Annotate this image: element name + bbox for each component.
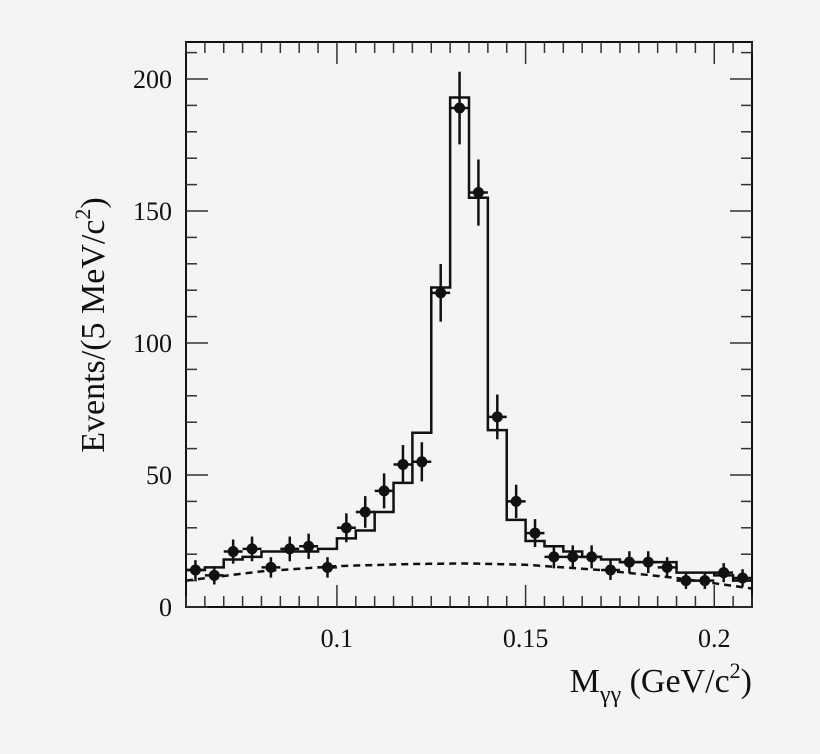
data-point xyxy=(435,287,447,299)
data-point xyxy=(378,485,390,497)
y-axis-label: Events/(5 MeV/c2) xyxy=(70,197,112,453)
data-point xyxy=(605,564,616,576)
data-point xyxy=(529,527,541,539)
data-point xyxy=(718,567,730,579)
background-curve xyxy=(185,562,753,590)
data-point xyxy=(642,556,654,568)
y-tick-label: 150 xyxy=(133,197,172,226)
fit-histogram xyxy=(186,96,752,582)
data-point xyxy=(567,551,579,563)
data-point xyxy=(359,506,371,518)
data-point xyxy=(491,411,503,423)
data-point xyxy=(586,551,598,563)
data-point xyxy=(680,575,692,587)
data-point xyxy=(416,456,428,468)
x-tick-label: 0.1 xyxy=(321,624,354,653)
data-point xyxy=(699,575,711,587)
y-tick-label: 50 xyxy=(146,461,172,490)
data-point xyxy=(322,561,333,573)
data-point xyxy=(265,561,277,573)
data-point xyxy=(623,556,635,568)
data-point xyxy=(189,564,201,576)
data-point xyxy=(208,569,220,581)
data-point xyxy=(472,187,484,199)
data-point xyxy=(227,546,239,558)
x-tick-label: 0.15 xyxy=(503,624,549,653)
y-tick-label: 100 xyxy=(133,329,172,358)
data-point xyxy=(284,543,296,555)
data-point xyxy=(246,543,258,555)
data-point xyxy=(737,572,749,584)
x-axis-label: Mγγ (GeV/c2) xyxy=(570,658,752,708)
data-point xyxy=(661,561,673,573)
data-point xyxy=(397,458,409,470)
data-point xyxy=(340,522,352,534)
data-point xyxy=(303,540,315,552)
data-point xyxy=(548,551,560,563)
y-tick-label: 0 xyxy=(159,593,172,622)
data-point xyxy=(454,102,466,114)
data-point xyxy=(510,495,522,507)
y-tick-label: 200 xyxy=(133,65,172,94)
x-tick-label: 0.2 xyxy=(698,624,731,653)
